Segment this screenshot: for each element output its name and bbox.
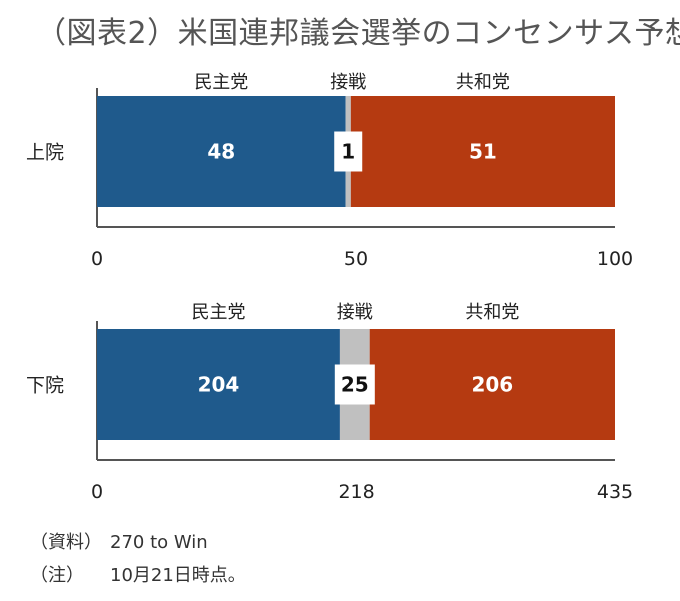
senate-tie-label-box [334,131,363,172]
senate-dem-value-label: 48 [207,140,235,164]
senate-tie-value-label: 1 [341,140,355,164]
chart-title: （図表2）米国連邦議会選挙のコンセンサス予想 [36,16,680,51]
house-dem-bar [97,329,340,440]
senate-rep-value-label: 51 [469,140,497,164]
house-tick-label-2: 435 [597,481,633,503]
house-tie-value-label: 25 [341,373,369,397]
house-dem-legend: 民主党 [191,302,245,323]
house-tick-label-0: 0 [91,481,103,503]
senate-tick-label-2: 100 [597,248,633,270]
senate-row-label: 上院 [26,142,64,164]
footnotes: （資料） 270 to Win （注） 10月21日時点。 [30,526,246,592]
date-note: （注） 10月21日時点。 [30,559,246,592]
house-tie-legend: 接戦 [337,302,373,323]
senate-tick-label-1: 50 [344,248,368,270]
house-dem-value-label: 204 [198,373,240,397]
house-rep-value-label: 206 [471,373,513,397]
house-tick-label-1: 218 [338,481,374,503]
house-rep-bar [369,329,615,440]
date-note-key: （注） [30,565,84,586]
source-note-key: （資料） [30,532,102,553]
house-tie-label-box [334,364,375,405]
date-note-text: 10月21日時点。 [110,565,246,586]
house-row-label: 下院 [26,375,64,397]
senate-dem-bar [97,96,346,207]
senate-dem-legend: 民主党 [194,72,248,93]
senate-rep-bar [350,96,615,207]
senate-rep-legend: 共和党 [456,72,510,93]
senate-tie-legend: 接戦 [330,72,366,93]
house-rep-legend: 共和党 [465,302,519,323]
source-note-text: 270 to Win [110,532,208,553]
senate-tick-label-0: 0 [91,248,103,270]
source-note: （資料） 270 to Win [30,526,246,559]
